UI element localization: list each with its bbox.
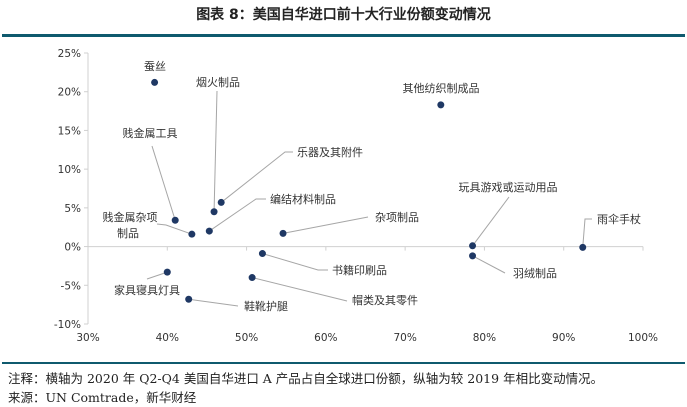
x-tick-label: 60% [314, 332, 337, 344]
point-label: 制品 [117, 227, 139, 240]
point-label: 雨伞手杖 [597, 212, 641, 226]
leader-line [151, 145, 176, 221]
y-tick-label: -10% [54, 319, 81, 331]
data-point [188, 230, 196, 238]
point-label: 羽绒制品 [513, 267, 557, 280]
leader-line [146, 271, 168, 280]
y-tick-label: 10% [58, 164, 81, 176]
point-label: 烟火制品 [196, 75, 240, 89]
point-label: 其他纺织制成品 [403, 81, 480, 95]
data-point [437, 101, 445, 109]
data-point [205, 227, 213, 235]
leader-line [472, 255, 506, 274]
data-point [163, 268, 171, 276]
data-point [279, 229, 287, 237]
data-point [579, 243, 587, 251]
data-point [151, 78, 159, 86]
x-tick-label: 70% [393, 332, 416, 344]
y-tick-label: 0% [64, 242, 81, 254]
leader-line [220, 151, 293, 203]
chart-source: 来源：UN Comtrade，新华财经 [8, 390, 197, 405]
x-tick-label: 50% [235, 332, 258, 344]
point-label: 杂项制品 [375, 211, 419, 224]
y-tick-label: 15% [58, 125, 81, 137]
x-tick-label: 30% [76, 332, 99, 344]
data-point [210, 208, 218, 216]
data-point [171, 216, 179, 224]
point-label: 家具寝具灯具 [114, 283, 180, 297]
title-divider [2, 34, 685, 37]
point-label: 帽类及其零件 [352, 293, 418, 307]
x-tick-label: 100% [628, 332, 658, 344]
point-label: 蚕丝 [144, 60, 166, 73]
leader-line [472, 196, 510, 247]
data-point [185, 295, 193, 303]
chart-title: 图表 8：美国自华进口前十大行业份额变动情况 [196, 7, 491, 23]
data-point [217, 198, 225, 206]
leader-line [188, 298, 239, 307]
y-tick-label: 20% [58, 87, 81, 99]
x-tick-label: 90% [552, 332, 575, 344]
chart-note: 注释：横轴为 2020 年 Q2-Q4 美国自华进口 A 产品占自全球进口份额，… [8, 371, 604, 386]
point-label: 书籍印刷品 [332, 263, 387, 277]
point-label: 鞋靴护腿 [244, 299, 288, 313]
point-label: 贱金属杂项 [103, 210, 158, 224]
data-point [258, 250, 266, 258]
point-label: 编结材料制品 [270, 192, 336, 206]
point-label: 玩具游戏或运动用品 [459, 181, 558, 194]
scatter-chart: 25% 20% 15% 10% 5% 0% -5% -10%30% 40% 50% 60% 70% 80… [54, 48, 658, 344]
y-tick-label: 5% [64, 203, 81, 215]
point-label: 乐器及其附件 [297, 145, 363, 159]
x-tick-label: 40% [156, 332, 179, 344]
leader-line [156, 223, 193, 235]
leader-line [252, 277, 348, 302]
x-tick-label: 80% [473, 332, 496, 344]
data-point [469, 252, 477, 260]
footer-divider [2, 362, 685, 364]
leader-line [262, 253, 328, 271]
y-tick-label: 25% [58, 48, 81, 60]
y-tick-label: -5% [61, 280, 81, 292]
leader-line [282, 216, 369, 234]
leader-line [582, 218, 592, 248]
leader-line [213, 90, 218, 212]
data-point [469, 242, 477, 250]
data-point [248, 274, 256, 282]
point-label: 贱金属工具 [123, 126, 178, 140]
leader-line [209, 198, 266, 232]
